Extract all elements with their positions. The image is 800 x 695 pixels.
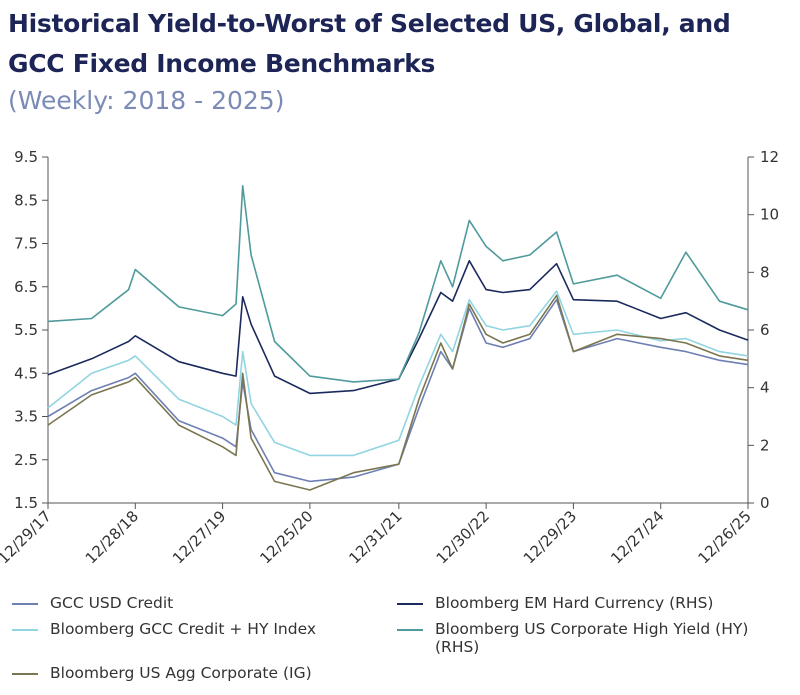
title: Historical Yield-to-Worst of Selected US…: [8, 9, 731, 78]
legend-swatch: [397, 603, 423, 605]
y-tick-label: 8.5: [14, 191, 38, 209]
y2-tick-label: 10: [760, 206, 779, 224]
series-line: [47, 298, 749, 483]
y-tick-label: 6.5: [14, 278, 38, 296]
series-line: [47, 185, 749, 383]
legend: GCC USD Credit Bloomberg EM Hard Currency…: [12, 594, 792, 682]
x-tick-label: 12/29/23: [520, 507, 580, 567]
legend-swatch: [12, 603, 38, 605]
y-tick-label: 1.5: [14, 494, 38, 512]
x-tick-label: 12/28/18: [82, 507, 142, 567]
y-tick-label: 9.5: [14, 148, 38, 166]
x-tick-label: 12/30/22: [433, 507, 493, 567]
y-tick-label: 3.5: [14, 408, 38, 426]
chart: 1.5 2.5 3.5 4.5 5.5 6.5 7.5 8.5 9.5 0 2 4 6 8 10 12 12/2…: [0, 148, 779, 567]
legend-label: Bloomberg US Agg Corporate (IG): [50, 664, 312, 682]
subtitle: (Weekly: 2018 - 2025): [8, 86, 285, 115]
y-tick-label: 7.5: [14, 235, 38, 253]
legend-swatch: [12, 629, 38, 631]
legend-item: Bloomberg US Agg Corporate (IG): [12, 664, 397, 682]
y2-tick-label: 12: [760, 148, 779, 166]
y-tick-label: 4.5: [14, 364, 38, 382]
x-tick-label: 12/27/19: [169, 507, 229, 567]
legend-swatch: [12, 673, 38, 675]
y2-tick-label: 4: [760, 379, 770, 397]
legend-item: Bloomberg US Corporate High Yield (HY) (…: [397, 620, 782, 656]
series-line: [47, 294, 749, 491]
x-tick-label: 12/26/25: [694, 507, 754, 567]
legend-label: GCC USD Credit: [50, 594, 174, 612]
x-tick-label: 12/29/17: [0, 507, 55, 567]
series-line: [47, 290, 749, 457]
y2-tick-label: 0: [760, 494, 770, 512]
y-tick-label: 5.5: [14, 321, 38, 339]
y2-tick-label: 6: [760, 321, 770, 339]
y-tick-label: 2.5: [14, 451, 38, 469]
x-tick-label: 12/31/21: [345, 507, 405, 567]
legend-item: Bloomberg EM Hard Currency (RHS): [397, 594, 782, 612]
legend-label: Bloomberg US Corporate High Yield (HY) (…: [435, 620, 749, 656]
y2-tick-label: 8: [760, 263, 770, 281]
x-tick-label: 12/25/20: [256, 507, 316, 567]
legend-item: Bloomberg GCC Credit + HY Index: [12, 620, 397, 656]
legend-label: Bloomberg EM Hard Currency (RHS): [435, 594, 714, 612]
legend-label: Bloomberg GCC Credit + HY Index: [50, 620, 317, 638]
series-line: [47, 260, 749, 395]
x-tick-label: 12/27/24: [607, 507, 667, 567]
legend-item: GCC USD Credit: [12, 594, 397, 612]
y2-tick-label: 2: [760, 436, 770, 454]
legend-swatch: [397, 629, 423, 631]
